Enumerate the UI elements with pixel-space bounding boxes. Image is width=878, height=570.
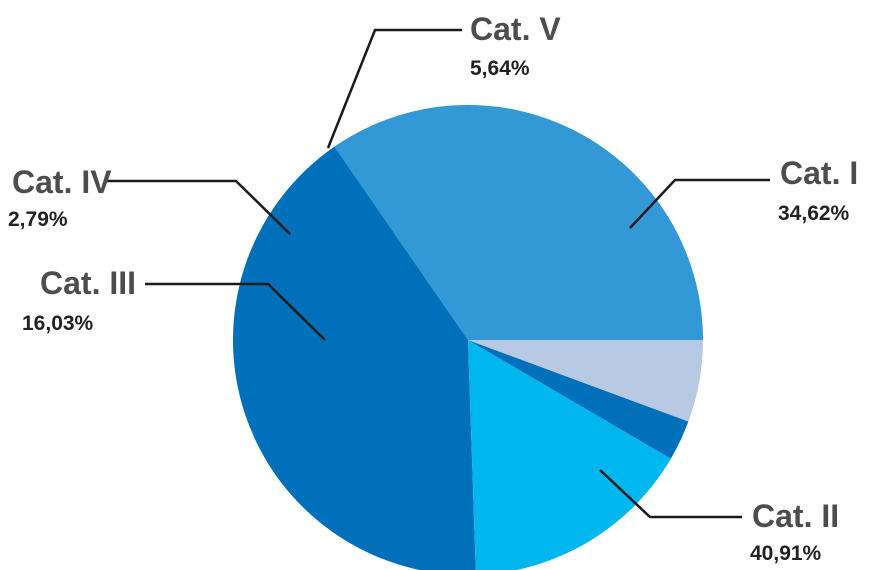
slice-label-cat-iv: Cat. IV xyxy=(12,164,112,200)
leader-line-3 xyxy=(145,282,326,341)
leader-line-2 xyxy=(599,469,742,519)
pie-slice-3 xyxy=(468,340,671,570)
slice-label-cat-i: Cat. I xyxy=(780,155,858,191)
pie-slices xyxy=(233,105,703,570)
pie-slice-1 xyxy=(334,105,703,340)
leader-line-5 xyxy=(326,28,462,149)
slice-value-cat-i: 34,62% xyxy=(778,202,850,225)
pie-slice-4 xyxy=(468,340,689,459)
leader-line-4 xyxy=(105,179,291,235)
leader-lines xyxy=(105,28,770,519)
slice-label-cat-v: Cat. V xyxy=(470,11,561,47)
slice-label-cat-ii: Cat. II xyxy=(752,498,839,534)
slice-value-cat-v: 5,64% xyxy=(470,57,530,80)
pie-slice-5 xyxy=(468,340,703,422)
leader-line-1 xyxy=(629,178,770,229)
slice-value-cat-iii: 16,03% xyxy=(22,312,94,335)
pie-slice-2 xyxy=(233,146,476,570)
slice-value-cat-ii: 40,91% xyxy=(750,542,822,565)
slice-label-cat-iii: Cat. III xyxy=(40,265,136,301)
slice-value-cat-iv: 2,79% xyxy=(8,208,68,231)
